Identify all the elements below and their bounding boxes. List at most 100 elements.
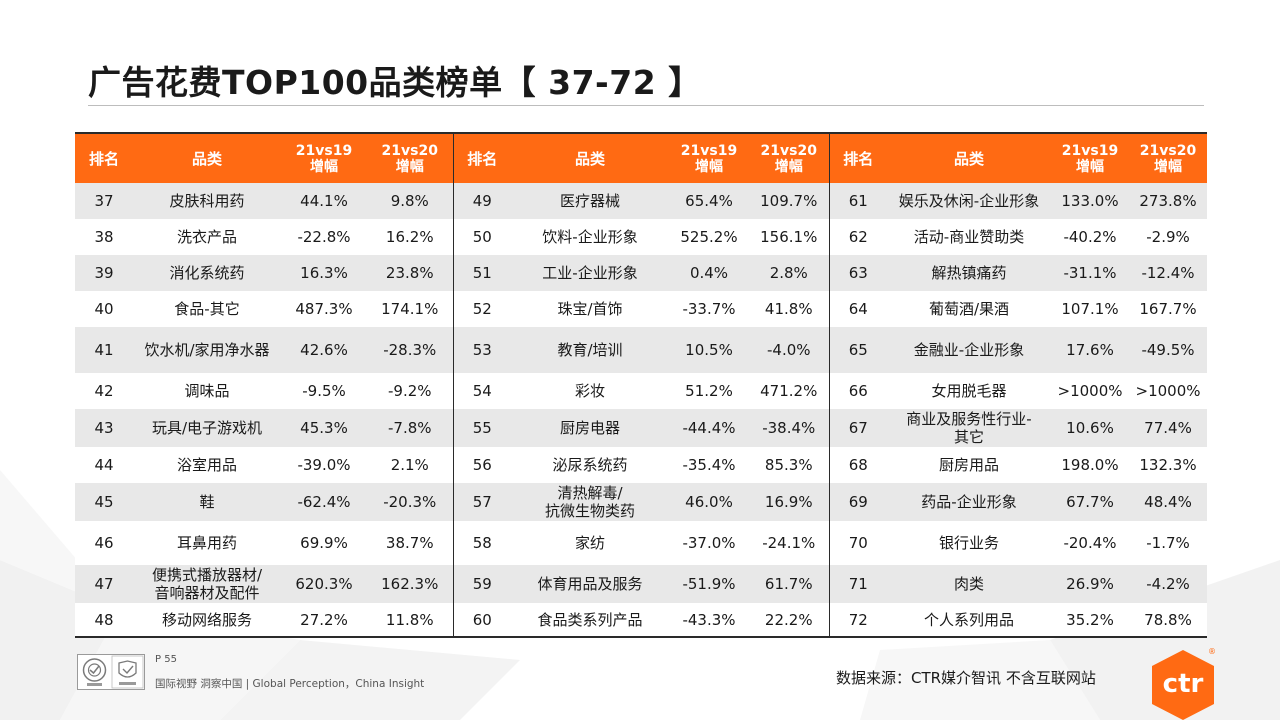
certification-mark-icon	[111, 655, 144, 689]
growth-vs20-cell: -28.3%	[367, 327, 453, 373]
growth-vs19-cell: 10.6%	[1051, 409, 1129, 447]
growth-vs20-cell: 38.7%	[367, 521, 453, 565]
growth-vs19-cell: 42.6%	[281, 327, 367, 373]
rank-cell: 56	[452, 447, 511, 483]
growth-vs19-cell: -33.7%	[669, 291, 749, 327]
growth-vs19-cell: 67.7%	[1051, 483, 1129, 521]
category-cell: 商业及服务性行业- 其它	[887, 409, 1051, 447]
category-text: 食品类系列产品	[537, 610, 643, 629]
growth-vs20-cell: 2.1%	[367, 447, 453, 483]
growth-vs20-cell: 85.3%	[749, 447, 829, 483]
category-cell: 彩妆	[511, 373, 669, 409]
header-vs19-line2: 增幅	[1076, 158, 1104, 175]
growth-vs19-cell: >1000%	[1051, 373, 1129, 409]
category-cell: 泌尿系统药	[511, 447, 669, 483]
category-cell: 活动-商业赞助类	[887, 219, 1051, 255]
category-text: 个人系列用品	[923, 610, 1014, 629]
category-cell: 洗衣产品	[133, 219, 281, 255]
rank-cell: 65	[828, 327, 887, 373]
growth-vs19-cell: -40.2%	[1051, 219, 1129, 255]
title-divider	[88, 105, 1204, 106]
header-vs20: 21vs20 增幅	[367, 132, 453, 183]
rank-cell: 42	[75, 373, 133, 409]
growth-vs19-cell: 27.2%	[281, 603, 367, 638]
header-vs20-line1: 21vs20	[381, 142, 438, 159]
category-text: 厨房电器	[559, 419, 620, 437]
growth-vs19-cell: -43.3%	[669, 603, 749, 638]
growth-vs20-cell: 41.8%	[749, 291, 829, 327]
rank-cell: 44	[75, 447, 133, 483]
category-text: 其它	[953, 428, 984, 446]
table-row: 41 饮水机/家用净水器 42.6% -28.3% 53 教育/培训 10.5% -4.0% 6…	[75, 327, 1207, 373]
growth-vs19-cell: 10.5%	[669, 327, 749, 373]
table-row: 42 调味品 -9.5% -9.2% 54 彩妆 51.2% 471.2% 66 女用脱毛器 >10…	[75, 373, 1207, 409]
category-cell: 浴室用品	[133, 447, 281, 483]
category-cell: 食品-其它	[133, 291, 281, 327]
rank-cell: 72	[828, 603, 887, 638]
category-text: 泌尿系统药	[552, 456, 628, 474]
category-text: 珠宝/首饰	[557, 300, 623, 318]
header-category: 品类	[887, 132, 1051, 183]
rank-cell: 63	[828, 255, 887, 291]
header-vs20-line2: 增幅	[395, 158, 424, 175]
growth-vs20-cell: 23.8%	[367, 255, 453, 291]
category-text: 食品-其它	[174, 300, 240, 318]
category-cell: 女用脱毛器	[887, 373, 1051, 409]
growth-vs19-cell: 26.9%	[1051, 565, 1129, 603]
growth-vs19-cell: -22.8%	[281, 219, 367, 255]
rank-cell: 37	[75, 183, 133, 219]
ctr-logo-icon: ctr ®	[1152, 647, 1216, 720]
category-text: 便携式播放器材/	[151, 566, 263, 584]
category-text: 药品-企业形象	[921, 493, 1017, 511]
growth-vs19-cell: -39.0%	[281, 447, 367, 483]
category-text: 家纺	[574, 534, 605, 552]
ranking-table: 排名 品类 21vs19 增幅 21vs20 增幅 排名 品类 21vs19 增幅 2…	[75, 132, 1207, 638]
category-cell: 药品-企业形象	[887, 483, 1051, 521]
rank-cell: 40	[75, 291, 133, 327]
category-text: 洗衣产品	[176, 228, 237, 246]
category-text: 玩具/电子游戏机	[151, 419, 263, 437]
growth-vs19-cell: 620.3%	[281, 565, 367, 603]
rank-cell: 38	[75, 219, 133, 255]
category-text: 厨房用品	[938, 456, 999, 474]
rank-cell: 46	[75, 521, 133, 565]
table-row: 37 皮肤科用药 44.1% 9.8% 49 医疗器械 65.4% 109.7% 61 娱乐及休闲…	[75, 183, 1207, 219]
growth-vs19-cell: 487.3%	[281, 291, 367, 327]
growth-vs19-cell: 16.3%	[281, 255, 367, 291]
category-text: 调味品	[184, 382, 230, 400]
growth-vs19-cell: 0.4%	[669, 255, 749, 291]
rank-cell: 52	[452, 291, 511, 327]
category-text: 鞋	[199, 493, 215, 511]
category-text: 清热解毒/	[557, 484, 623, 502]
growth-vs20-cell: -12.4%	[1129, 255, 1207, 291]
ranking-table-wrapper: 排名 品类 21vs19 增幅 21vs20 增幅 排名 品类 21vs19 增幅 2…	[75, 132, 1207, 638]
category-text: 葡萄酒/果酒	[928, 300, 1010, 318]
growth-vs20-cell: -24.1%	[749, 521, 829, 565]
rank-cell: 45	[75, 483, 133, 521]
rank-cell: 70	[828, 521, 887, 565]
table-header-row: 排名 品类 21vs19 增幅 21vs20 增幅 排名 品类 21vs19 增幅 2…	[75, 132, 1207, 183]
rank-cell: 50	[452, 219, 511, 255]
growth-vs20-cell: 48.4%	[1129, 483, 1207, 521]
certification-logos	[77, 654, 145, 690]
category-cell: 厨房用品	[887, 447, 1051, 483]
category-cell: 皮肤科用药	[133, 183, 281, 219]
category-text: 银行业务	[938, 534, 999, 552]
growth-vs20-cell: 273.8%	[1129, 183, 1207, 219]
rank-cell: 59	[452, 565, 511, 603]
table-row: 47 便携式播放器材/音响器材及配件 620.3% 162.3% 59 体育用品及服务 -5…	[75, 565, 1207, 603]
growth-vs20-cell: 16.9%	[749, 483, 829, 521]
rank-cell: 48	[75, 603, 133, 638]
header-vs19: 21vs19 增幅	[1051, 132, 1129, 183]
rank-cell: 67	[828, 409, 887, 447]
table-body: 37 皮肤科用药 44.1% 9.8% 49 医疗器械 65.4% 109.7% 61 娱乐及休闲…	[75, 183, 1207, 638]
category-text: 金融业-企业形象	[913, 341, 1025, 359]
header-vs19: 21vs19 增幅	[669, 132, 749, 183]
growth-vs20-cell: 2.8%	[749, 255, 829, 291]
header-vs19-line1: 21vs19	[295, 142, 353, 159]
category-text: 女用脱毛器	[931, 382, 1007, 400]
category-text: 耳鼻用药	[176, 534, 237, 552]
growth-vs20-cell: -4.2%	[1129, 565, 1207, 603]
category-cell: 清热解毒/抗微生物类药	[511, 483, 669, 521]
growth-vs20-cell: -38.4%	[749, 409, 829, 447]
